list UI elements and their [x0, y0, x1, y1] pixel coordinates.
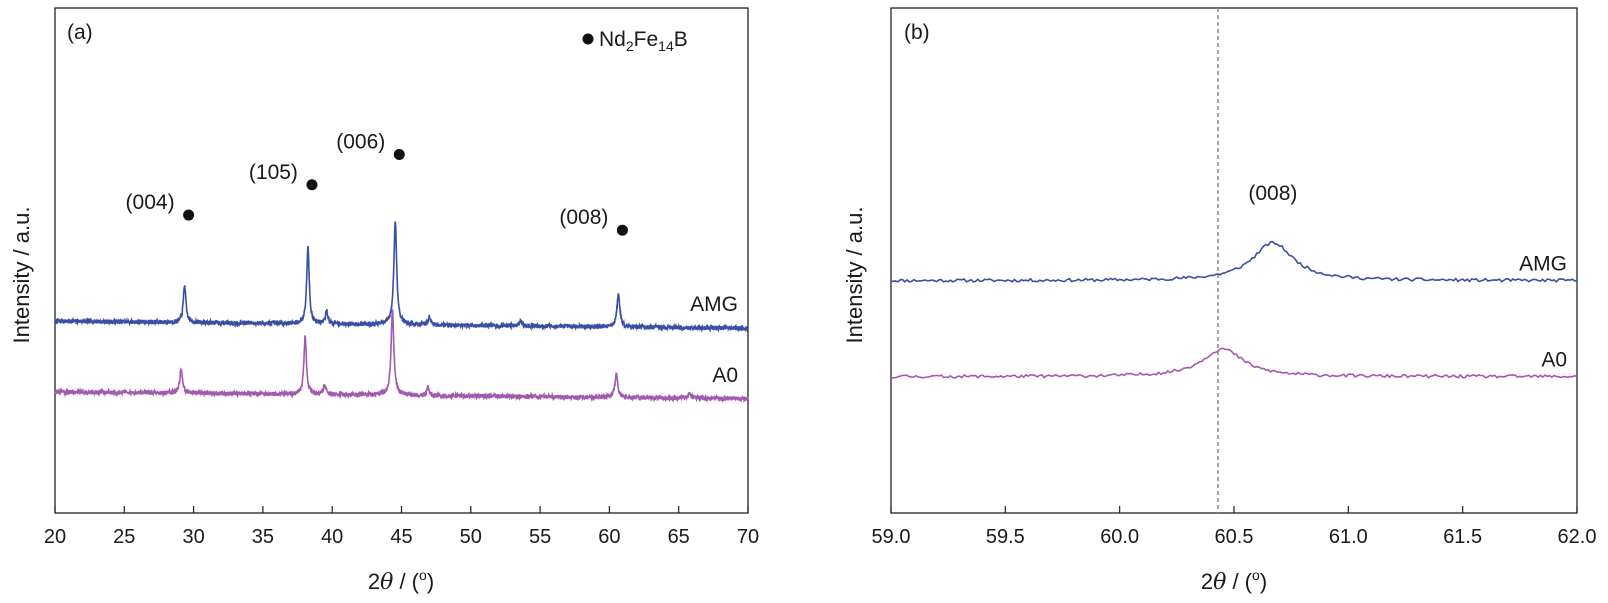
- panel-b-series-labels: AMG A0: [1519, 253, 1567, 372]
- panel-a-series: [54, 221, 749, 404]
- peak-marker-icon: [393, 148, 405, 160]
- panel-b-x-ticks: 59.0 59.5 60.0 60.5 61.0 61.5 62.0: [872, 506, 1597, 548]
- x-tick-label: 20: [44, 526, 66, 548]
- series-label-amg: AMG: [1519, 253, 1567, 276]
- series-label-amg: AMG: [690, 293, 738, 316]
- panel-a-series-labels: AMG A0: [690, 293, 738, 387]
- panel-a-x-ticks: 20 25 30 35 40 45 50 55 60 65 70: [44, 506, 759, 548]
- x-tick-label: 59.5: [986, 526, 1025, 548]
- series-label-a0: A0: [712, 364, 738, 387]
- x-tick-label: 61.0: [1329, 526, 1368, 548]
- x-tick-label: 59.0: [872, 526, 911, 548]
- x-tick-label: 30: [182, 526, 204, 548]
- x-tick-label: 50: [460, 526, 482, 548]
- peak-label: (008): [1248, 182, 1297, 205]
- x-tick-label: 35: [252, 526, 274, 548]
- legend: Nd2Fe14B: [582, 28, 688, 54]
- peak-label: (105): [249, 161, 298, 184]
- peak-label: (004): [126, 191, 175, 214]
- x-tick-label: 60.0: [1100, 526, 1139, 548]
- x-tick-label: 65: [668, 526, 690, 548]
- panel-a-y-axis-title: Intensity / a.u.: [9, 207, 34, 344]
- x-tick-label: 55: [529, 526, 551, 548]
- panel-a-peak-markers: [183, 148, 628, 236]
- x-tick-label: 70: [737, 526, 759, 548]
- panel-a-x-axis-title: 2θ / (o): [368, 567, 434, 595]
- panel-a-label: (a): [67, 21, 93, 44]
- series-label-a0: A0: [1541, 349, 1567, 372]
- panel-a: 20 25 30 35 40 45 50 55 60 65 70 (004)(105)(006)(0…: [9, 7, 759, 595]
- panel-b-label: (b): [904, 21, 930, 44]
- panel-a-frame: [54, 7, 749, 514]
- peak-label: (006): [336, 130, 385, 153]
- panel-b-y-axis-title: Intensity / a.u.: [842, 207, 867, 344]
- peak-label: (008): [559, 206, 608, 229]
- x-tick-label: 45: [390, 526, 412, 548]
- panel-b: 59.0 59.5 60.0 60.5 61.0 61.5 62.0 (008) AMG A0…: [842, 7, 1597, 595]
- x-tick-label: 40: [321, 526, 343, 548]
- legend-marker-icon: [582, 33, 594, 45]
- peak-marker-icon: [306, 179, 318, 191]
- x-tick-label: 60.5: [1215, 526, 1254, 548]
- peak-marker-icon: [183, 209, 195, 221]
- x-tick-label: 62.0: [1558, 526, 1597, 548]
- x-tick-label: 60: [598, 526, 620, 548]
- x-tick-label: 61.5: [1443, 526, 1482, 548]
- panel-b-peak-labels: (008): [1248, 182, 1297, 205]
- panel-b-frame: [890, 7, 1578, 514]
- panel-b-x-axis-title: 2θ / (o): [1201, 567, 1267, 595]
- peak-marker-icon: [616, 224, 628, 236]
- series-line-a0: [890, 347, 1578, 379]
- series-line-amg: [54, 221, 749, 333]
- panel-a-peak-labels: (004) (105) (006) (008): [126, 130, 609, 229]
- series-line-a0: [54, 309, 749, 404]
- panel-b-series: [890, 240, 1578, 379]
- x-tick-label: 25: [113, 526, 135, 548]
- series-line-amg: [890, 240, 1578, 283]
- legend-label: Nd2Fe14B: [599, 28, 688, 54]
